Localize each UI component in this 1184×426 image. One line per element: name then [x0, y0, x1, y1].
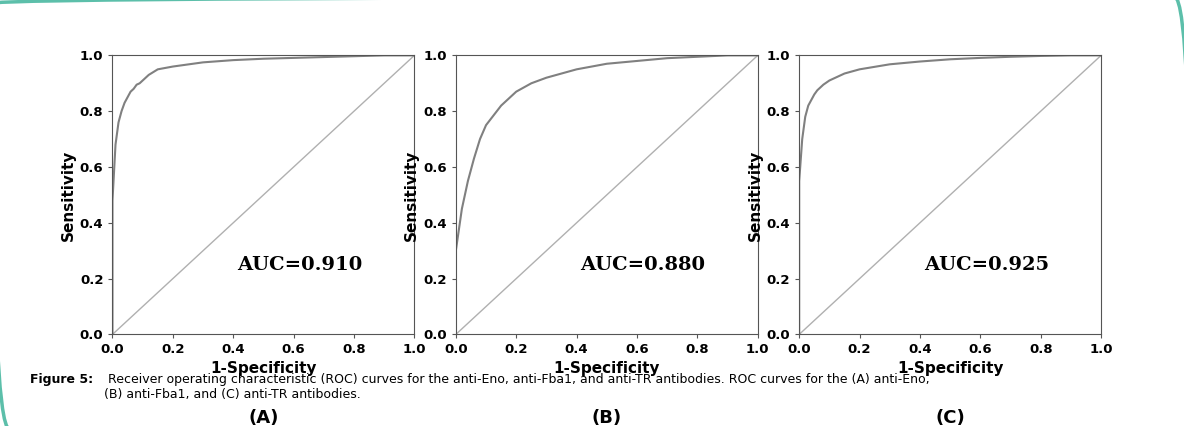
Text: AUC=0.925: AUC=0.925	[924, 256, 1049, 273]
X-axis label: 1-Specificity: 1-Specificity	[211, 360, 316, 376]
Text: (B): (B)	[592, 409, 622, 426]
Y-axis label: Sensitivity: Sensitivity	[404, 149, 419, 241]
Text: AUC=0.880: AUC=0.880	[580, 256, 706, 273]
Text: Receiver operating characteristic (ROC) curves for the anti-Eno, anti-Fba1, and : Receiver operating characteristic (ROC) …	[104, 373, 929, 401]
Y-axis label: Sensitivity: Sensitivity	[747, 149, 762, 241]
Y-axis label: Sensitivity: Sensitivity	[60, 149, 76, 241]
Text: Figure 5:: Figure 5:	[30, 373, 92, 386]
Text: (A): (A)	[249, 409, 278, 426]
Text: (C): (C)	[935, 409, 965, 426]
X-axis label: 1-Specificity: 1-Specificity	[897, 360, 1003, 376]
X-axis label: 1-Specificity: 1-Specificity	[554, 360, 659, 376]
Text: AUC=0.910: AUC=0.910	[237, 256, 362, 273]
